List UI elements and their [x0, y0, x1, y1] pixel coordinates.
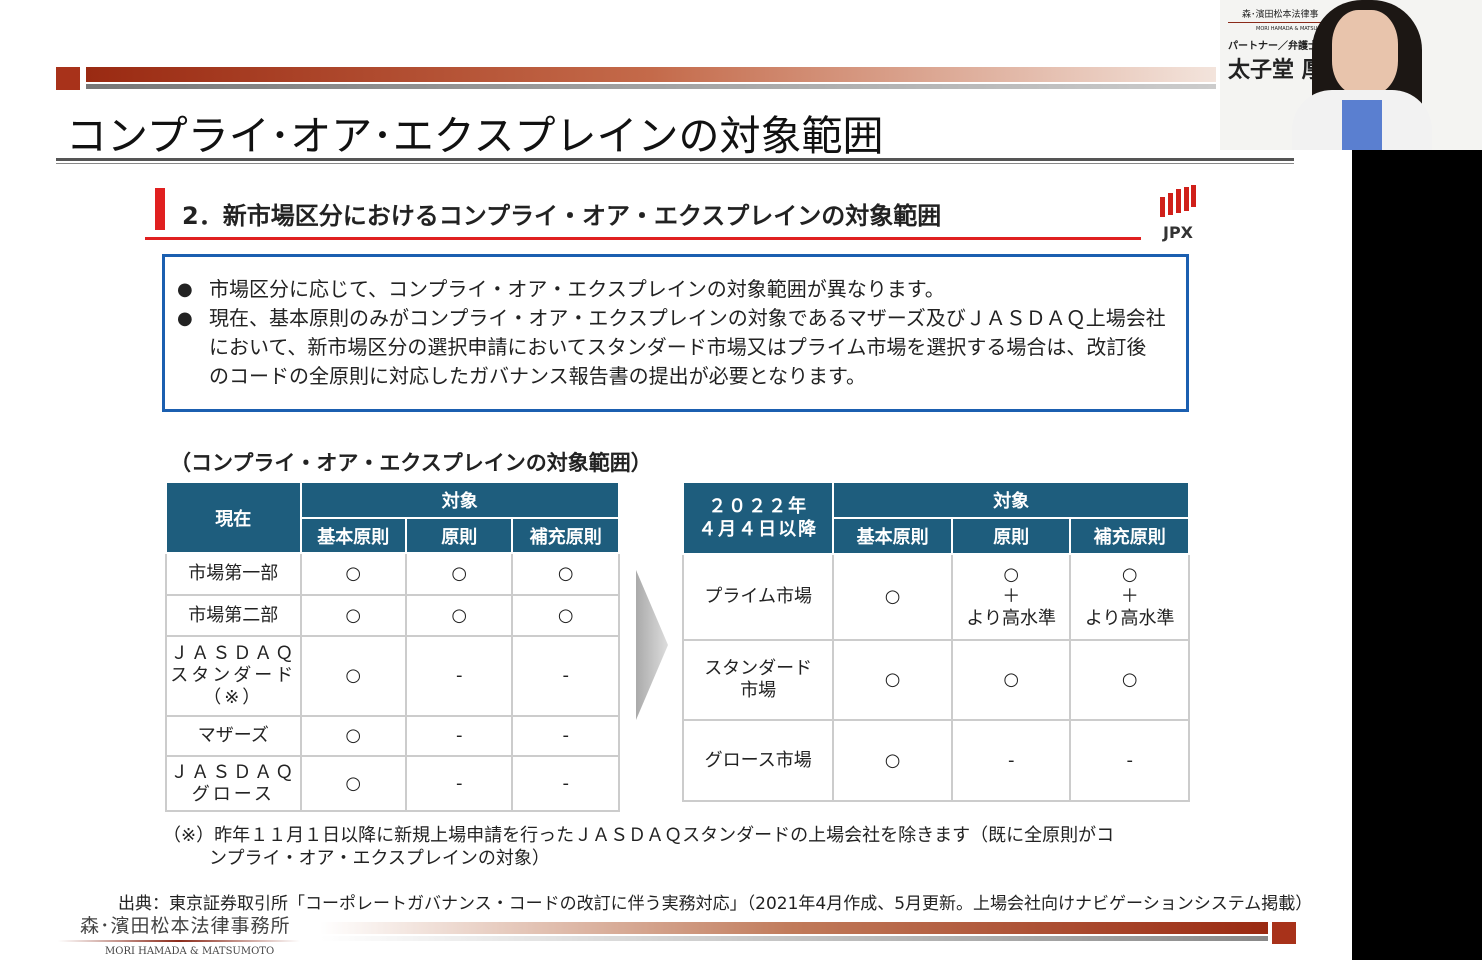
value-cell: -	[405, 755, 514, 812]
value-cell: -	[405, 635, 514, 717]
value-cell: ○	[299, 635, 408, 717]
footer-logo-jp: 森･濱田松本法律事務所	[80, 915, 291, 937]
value-cell: ○	[832, 553, 953, 641]
market-cell: マザーズ	[165, 715, 302, 757]
market-cell: ＪＡＳＤＡＱ グロース	[165, 755, 302, 812]
value-cell: ○	[299, 594, 408, 637]
speaker-shirt	[1342, 100, 1382, 150]
market-cell: ＪＡＳＤＡＱ スタンダード （※）	[165, 635, 302, 717]
bottom-gradient-bar	[320, 922, 1268, 934]
value-cell: -	[1069, 719, 1190, 802]
value-cell: ○	[832, 639, 953, 721]
table-heading: （コンプライ・オア・エクスプレインの対象範囲）	[170, 451, 652, 475]
corner-cell: ２０２２年 ４月４日以降	[681, 481, 835, 555]
market-cell: 市場第二部	[165, 594, 302, 637]
market-cell: プライム市場	[681, 553, 835, 641]
value-cell: -	[511, 715, 620, 757]
title-divider	[56, 158, 1294, 161]
speaker-video: 森･濱田松本法律事 MORI HAMADA & MATSU パートナー／弁護士 …	[1220, 0, 1482, 150]
speaker-face	[1332, 10, 1398, 95]
video-firm-name: 森･濱田松本法律事	[1242, 10, 1319, 20]
top-gray-bar	[86, 84, 1216, 89]
source-citation: 出典：東京証券取引所「コーポレートガバナンス・コードの改訂に伴う実務対応」（20…	[118, 894, 1313, 914]
value-cell: -	[511, 635, 620, 717]
section-heading: 2．新市場区分におけるコンプライ・オア・エクスプレインの対象範囲	[182, 202, 942, 230]
jpx-logo-mark-icon	[1160, 185, 1196, 217]
corner-cell: 現在	[165, 481, 302, 554]
table-row: ＪＡＳＤＡＱ グロース ○ - -	[165, 755, 620, 812]
bullet-item: 市場区分に応じて、コンプライ・オア・エクスプレインの対象範囲が異なります。	[177, 275, 1186, 304]
arrow-right-icon	[636, 570, 668, 720]
value-cell: ○ ＋ より高水準	[950, 553, 1072, 641]
footnote-line: （※）昨年１１月１日以降に新規上場申請を行ったＪＡＳＤＡＱスタンダードの上場会社…	[163, 825, 1115, 846]
video-black-area	[1352, 150, 1482, 960]
title-red-square	[56, 67, 80, 90]
col-header: 原則	[950, 517, 1072, 555]
slide-title: コンプライ･オア･エクスプレインの対象範囲	[66, 112, 884, 160]
table-row: マザーズ ○ - -	[165, 715, 620, 757]
current-table: 現在 対象 基本原則 原則 補充原則 市場第一部 ○ ○ ○ 市場第二部 ○ ○ ○ ＪＡＳＤＡＱ ス…	[165, 481, 621, 812]
market-cell: スタンダード 市場	[681, 639, 835, 721]
value-cell: ○	[299, 715, 408, 757]
video-firm-en: MORI HAMADA & MATSU	[1256, 26, 1318, 32]
col-header: 補充原則	[511, 517, 620, 554]
summary-box: 市場区分に応じて、コンプライ・オア・エクスプレインの対象範囲が異なります。 現在…	[162, 254, 1189, 412]
group-header: 対象	[299, 481, 621, 519]
value-cell: ○	[299, 755, 408, 812]
section-marker	[155, 188, 165, 230]
video-role: パートナー／弁護士	[1228, 41, 1318, 52]
value-cell: -	[511, 755, 620, 812]
new-table: ２０２２年 ４月４日以降 対象 基本原則 原則 補充原則 プライム市場 ○ ○ ＋ より高…	[681, 481, 1190, 802]
value-cell: -	[405, 715, 514, 757]
table-row: ＪＡＳＤＡＱ スタンダード （※） ○ - -	[165, 635, 620, 717]
footnote: （※）昨年１１月１日以降に新規上場申請を行ったＪＡＳＤＡＱスタンダードの上場会社…	[163, 824, 1183, 870]
value-cell: ○	[299, 552, 408, 596]
video-firm-line	[1228, 22, 1328, 23]
value-cell: ○	[832, 719, 953, 802]
value-cell: ○	[1069, 639, 1190, 721]
value-cell: ○	[405, 552, 514, 596]
col-header: 基本原則	[299, 517, 408, 554]
col-header: 基本原則	[832, 517, 953, 555]
value-cell: ○ ＋ より高水準	[1069, 553, 1190, 641]
col-header: 補充原則	[1069, 517, 1190, 555]
bottom-red-square	[1272, 922, 1296, 944]
bullet-item: 現在、基本原則のみがコンプライ・オア・エクスプレインの対象であるマザーズ及びＪＡ…	[177, 304, 1186, 391]
table-row: スタンダード 市場 ○ ○ ○	[681, 639, 1190, 721]
section-underline	[145, 237, 1141, 240]
value-cell: ○	[405, 594, 514, 637]
value-cell: ○	[950, 639, 1072, 721]
bottom-gray-bar	[320, 936, 1268, 941]
value-cell: ○	[511, 552, 620, 596]
table-row: 市場第二部 ○ ○ ○	[165, 594, 620, 637]
col-header: 原則	[405, 517, 514, 554]
footnote-line: ンプライ・オア・エクスプレインの対象）	[209, 848, 550, 869]
jpx-logo: JPX	[1158, 185, 1198, 243]
footer-logo-en: MORI HAMADA & MATSUMOTO	[105, 946, 275, 957]
value-cell: ○	[511, 594, 620, 637]
group-header: 対象	[832, 481, 1190, 519]
table-row: 市場第一部 ○ ○ ○	[165, 552, 620, 596]
video-speaker-name: 太子堂 厚	[1228, 58, 1324, 83]
jpx-logo-text: JPX	[1162, 223, 1193, 242]
table-row: プライム市場 ○ ○ ＋ より高水準 ○ ＋ より高水準	[681, 553, 1190, 641]
table-row: グロース市場 ○ - -	[681, 719, 1190, 802]
title-divider-thin	[56, 163, 1294, 164]
market-cell: 市場第一部	[165, 552, 302, 596]
market-cell: グロース市場	[681, 719, 835, 802]
top-gradient-bar	[86, 67, 1216, 82]
footer-logo-line	[58, 940, 300, 942]
value-cell: -	[950, 719, 1072, 802]
